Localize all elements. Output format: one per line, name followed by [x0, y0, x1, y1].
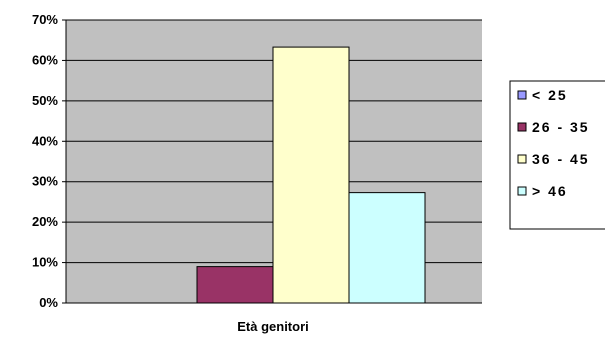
bar-group [196, 46, 426, 304]
y-tick-label: 30% [32, 174, 58, 189]
x-axis-label: Età genitori [237, 319, 309, 334]
legend-label: 26 - 35 [532, 119, 590, 135]
y-tick-label: 70% [32, 12, 58, 27]
bar-4 [348, 192, 426, 304]
legend-label: > 46 [532, 183, 568, 199]
legend-label: 36 - 45 [532, 151, 590, 167]
y-tick-label: 20% [32, 214, 58, 229]
legend-label: < 25 [532, 87, 568, 103]
y-tick-label: 10% [32, 255, 58, 270]
y-tick-label: 40% [32, 133, 58, 148]
y-tick-label: 50% [32, 93, 58, 108]
legend-swatch [517, 90, 527, 100]
y-tick-label: 60% [32, 52, 58, 67]
legend-swatch [517, 122, 527, 132]
legend: < 25 26 - 35 36 - 45 > 46 [509, 80, 605, 230]
legend-swatch [517, 154, 527, 164]
legend-swatch [517, 186, 527, 196]
y-axis-ticks: 0% 10% 20% 30% 40% 50% 60% 70% [32, 12, 66, 310]
bar-3 [272, 46, 350, 304]
bar-2 [196, 266, 274, 304]
y-tick-label: 0% [39, 295, 58, 310]
